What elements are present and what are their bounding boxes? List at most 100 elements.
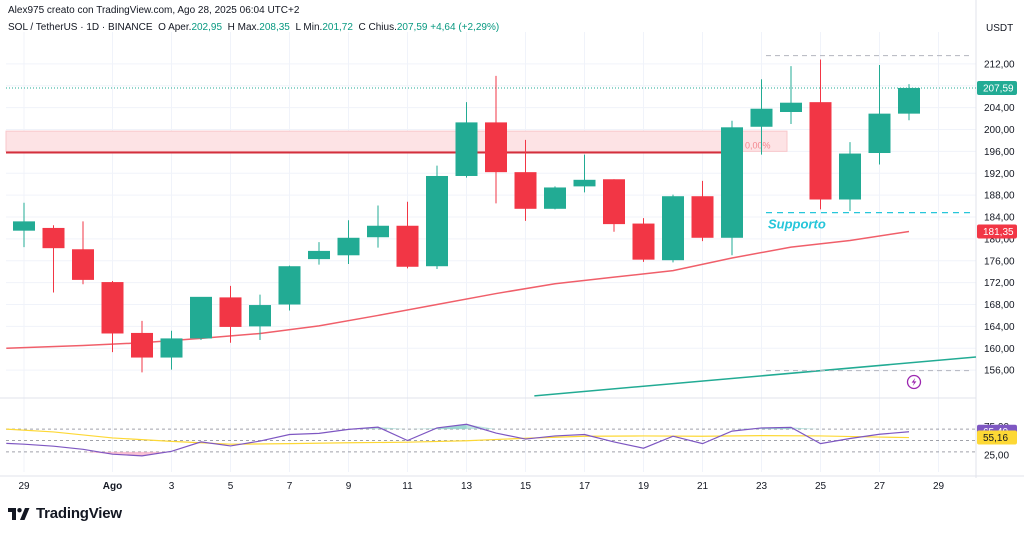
open-value: 202,95 [191, 22, 223, 33]
x-tick-label: 7 [287, 481, 293, 492]
candle-up [573, 154, 596, 193]
y-tick-label: 180,00 [984, 234, 1015, 245]
candle-down [603, 179, 625, 232]
rsi-ma-value-tag: 55,16 [977, 430, 1017, 445]
lightning-icon-bolt [911, 378, 917, 386]
resistance-label: 0,00% [745, 140, 771, 150]
rsi-ma-value-tag-bg [977, 430, 1017, 445]
candle-body [485, 122, 507, 173]
resistance-zone [5, 130, 788, 152]
candle-body [780, 102, 802, 112]
x-tick-label: 25 [815, 481, 827, 492]
x-tick-label: 11 [402, 481, 413, 492]
axis-currency: USDT [986, 23, 1013, 34]
tradingview-logo-icon [8, 507, 30, 520]
open-text: Aper. [168, 22, 192, 33]
candle-up [13, 202, 35, 248]
trend-line [534, 356, 977, 397]
candle-up [750, 79, 773, 155]
candle-body [455, 122, 478, 176]
candle-up [662, 194, 684, 263]
high-text: Max. [237, 22, 260, 33]
ema-value-tag-bg [977, 224, 1017, 239]
low-value: 201,72 [322, 22, 353, 33]
candle-body [101, 282, 124, 334]
candle-up [455, 102, 478, 178]
candle-body [898, 87, 920, 114]
candle-body [544, 187, 566, 209]
candle-up [367, 205, 389, 248]
candle-down [809, 59, 832, 210]
y-tick-label: 176,00 [984, 256, 1015, 267]
candle-down [72, 221, 94, 285]
y-tick-label: 192,00 [984, 169, 1015, 180]
candle-body [396, 225, 419, 267]
y-tick-label: 156,00 [984, 366, 1015, 377]
candle-down [691, 180, 714, 242]
candles-layer [13, 59, 920, 373]
y-tick-label: 160,00 [984, 344, 1015, 355]
candle-down [396, 201, 419, 269]
candle-body [426, 175, 448, 267]
candle-down [485, 75, 507, 204]
candle-down [219, 285, 242, 343]
x-tick-label: Ago [103, 481, 122, 492]
x-tick-label: 17 [579, 481, 591, 492]
candle-body [662, 196, 684, 261]
candle-body [42, 227, 65, 249]
rsi-tick-label: 25,00 [984, 450, 1009, 461]
candle-up [278, 265, 301, 311]
ohlc-legend: SOL / TetherUS · 1D · BINANCE O Aper.202… [8, 22, 499, 33]
high-value: 208,35 [259, 22, 290, 33]
candle-up [780, 66, 802, 125]
candle-body [337, 237, 360, 256]
lightning-icon-ring [906, 374, 922, 390]
x-tick-label: 5 [228, 481, 234, 492]
x-tick-label: 23 [756, 481, 768, 492]
low-text: Min. [303, 22, 323, 33]
candle-up [721, 120, 743, 256]
candle-up [839, 142, 861, 211]
x-tick-label: 29 [933, 481, 945, 492]
candle-body [160, 338, 183, 358]
axes-layer: USDT212,00208,00204,00200,00196,00192,00… [0, 23, 1024, 492]
grid-layer [0, 0, 977, 478]
lightning-icon [906, 374, 922, 390]
candle-up [868, 64, 891, 165]
y-tick-label: 168,00 [984, 300, 1015, 311]
tradingview-logo-text: TradingView [36, 505, 122, 522]
candle-body [13, 221, 35, 231]
candle-body [219, 297, 242, 327]
high-key: H [227, 22, 235, 33]
candle-up [337, 220, 360, 265]
creator-text: Alex975 creato con TradingView.com, Ago … [8, 5, 300, 16]
candle-body [514, 172, 537, 209]
candle-down [42, 225, 65, 293]
annotations-layer: Supporto [766, 55, 972, 390]
symbol-title[interactable]: SOL / TetherUS · 1D · BINANCE [8, 22, 153, 33]
close-key: C [358, 22, 366, 33]
y-tick-label: 200,00 [984, 125, 1015, 136]
x-tick-label: 29 [18, 481, 30, 492]
tradingview-logo[interactable]: TradingView [8, 505, 122, 522]
open-key: O [158, 22, 166, 33]
candle-body [868, 113, 891, 154]
rsi-ma-value-tag-text: 55,16 [983, 433, 1008, 444]
candle-body [603, 179, 625, 225]
candle-down [632, 218, 655, 262]
candle-body [721, 127, 743, 238]
rsi-overbought-fill [437, 424, 496, 430]
candle-down [514, 139, 537, 221]
candle-up [898, 84, 920, 121]
candle-up [426, 165, 448, 269]
candle-down [131, 320, 153, 373]
candle-body [573, 179, 596, 187]
resistance-zone-layer: 0,00% [5, 130, 788, 154]
candle-body [750, 108, 773, 127]
candle-up [249, 294, 271, 341]
y-tick-label: 164,00 [984, 322, 1015, 333]
candle-up [308, 242, 330, 265]
rsi-pane [6, 423, 976, 457]
candle-down [101, 280, 124, 353]
